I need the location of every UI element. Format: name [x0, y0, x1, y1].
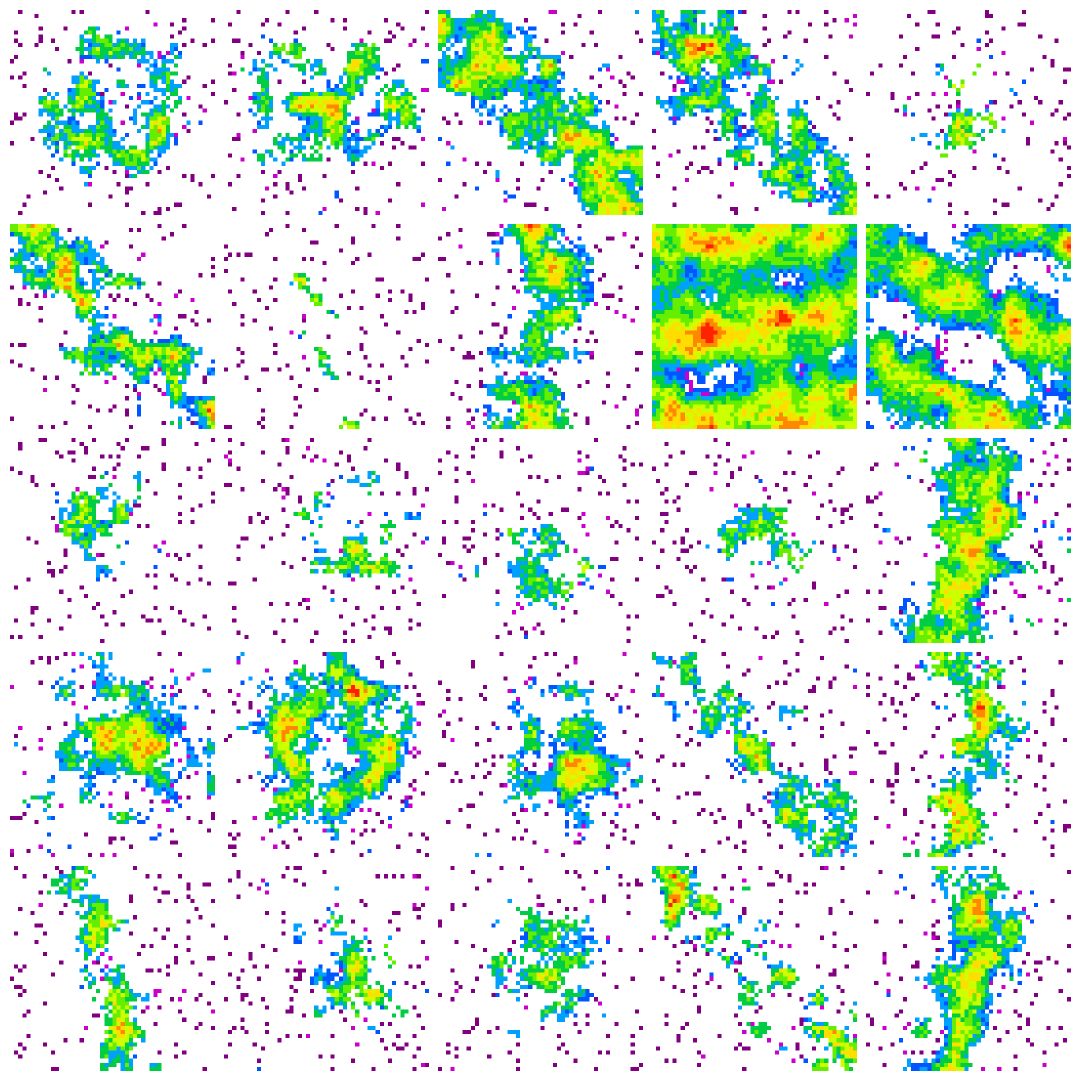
heatmap-tile — [866, 652, 1071, 857]
heatmap-tile — [652, 438, 857, 643]
heatmap-tile — [224, 10, 429, 215]
heatmap-tile — [866, 438, 1071, 643]
heatmap-tile — [10, 866, 215, 1071]
heatmap-tile — [10, 438, 215, 643]
heatmap-tile — [652, 866, 857, 1071]
heatmap-tile — [438, 438, 643, 643]
heatmap-tile — [224, 438, 429, 643]
heatmap-tile — [438, 10, 643, 215]
heatmap-tile — [10, 224, 215, 429]
heatmap-tile — [652, 224, 857, 429]
heatmap-tile — [866, 866, 1071, 1071]
heatmap-tile — [10, 10, 215, 215]
heatmap-tile — [866, 10, 1071, 215]
heatmap-tile — [224, 224, 429, 429]
heatmap-tile — [866, 224, 1071, 429]
heatmap-tile — [224, 866, 429, 1071]
heatmap-tile — [438, 224, 643, 429]
heatmap-tile — [652, 10, 857, 215]
heatmap-tile — [438, 652, 643, 857]
heatmap-tile — [10, 652, 215, 857]
heatmap-tile — [224, 652, 429, 857]
heatmap-tile — [438, 866, 643, 1071]
heatmap-tile — [652, 652, 857, 857]
